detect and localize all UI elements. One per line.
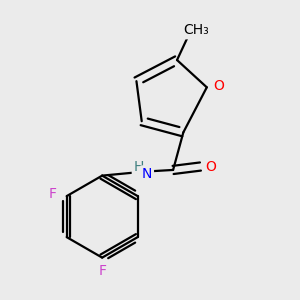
Text: H: H (134, 160, 144, 173)
Text: N: N (142, 167, 152, 182)
Text: F: F (49, 188, 57, 201)
Text: O: O (213, 79, 224, 93)
Text: O: O (205, 160, 216, 173)
Text: F: F (98, 264, 106, 278)
Text: CH₃: CH₃ (183, 23, 209, 37)
